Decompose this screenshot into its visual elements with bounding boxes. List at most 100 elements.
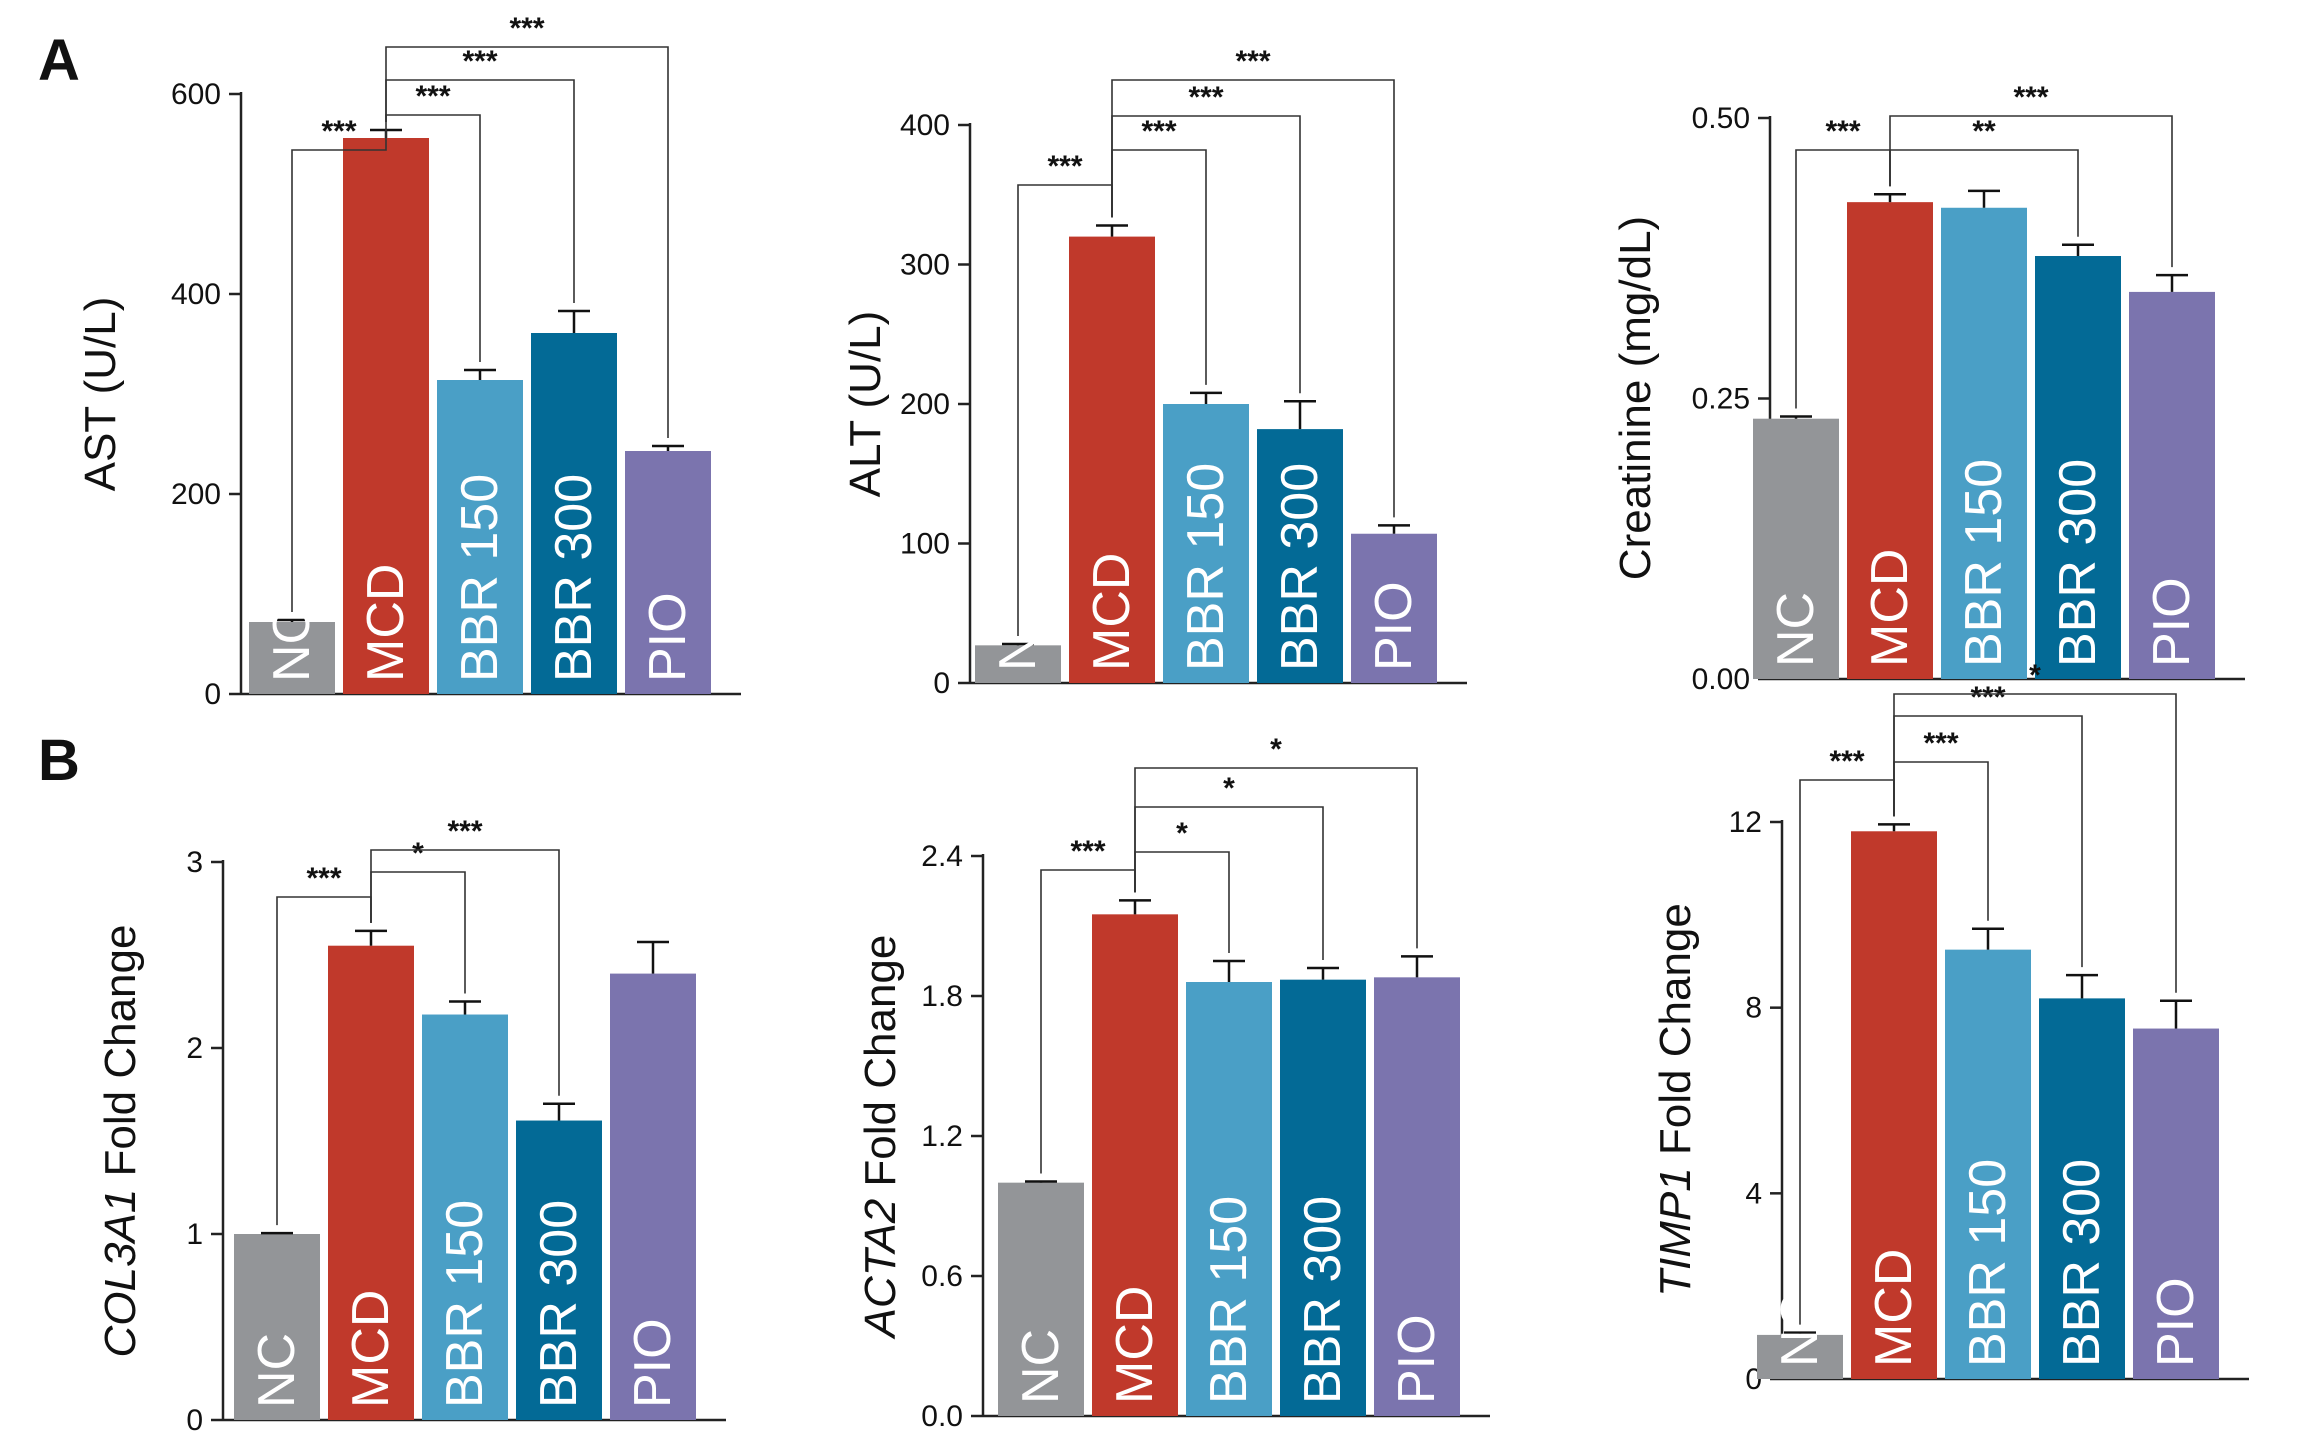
bar-label: MCD: [1106, 1286, 1164, 1404]
chart-5: 0.0 0.6 1.2 1.8 2.4 ACTA2 Fold Change NC MCD BBR…: [856, 733, 1490, 1433]
significance-bracket: [291, 122, 387, 612]
y-tick-label: 0: [933, 667, 950, 700]
significance-label: ***: [447, 815, 482, 848]
bar-label: BBR 300: [545, 474, 603, 682]
bar-label: BBR 300: [1294, 1196, 1352, 1404]
bar-mcd: [1847, 202, 1933, 679]
y-tick-label: 0: [204, 678, 221, 711]
significance-label: ***: [2013, 81, 2048, 114]
chart-4: 0 1 2 3 COL3A1 Fold Change NC MCD BBR 150 BBR 30…: [96, 815, 726, 1433]
y-tick-label: 12: [1729, 806, 1762, 839]
significance-label: ***: [1047, 150, 1082, 183]
y-axis-title: COL3A1 Fold Change: [96, 925, 145, 1358]
bar-bbr-150: [1941, 207, 2027, 679]
y-tick-label: 0.0: [921, 1400, 963, 1433]
bar-label: BBR 300: [2053, 1159, 2111, 1367]
y-tick-label: 200: [900, 388, 950, 421]
bar-bbr-300: [2039, 998, 2125, 1379]
y-tick-label: 1.8: [921, 980, 963, 1013]
bar-label: MCD: [357, 564, 415, 682]
significance-label: ***: [509, 12, 544, 45]
significance-label: **: [1972, 115, 1996, 148]
y-tick-label: 300: [900, 249, 950, 282]
bar-label: PIO: [639, 592, 697, 682]
y-tick-label: 100: [900, 528, 950, 561]
bar-mcd: [343, 138, 429, 694]
y-tick-label: 4: [1745, 1177, 1762, 1210]
y-tick-label: 200: [171, 478, 221, 511]
bar-bbr-300: [2035, 256, 2121, 679]
bar-pio: [2129, 291, 2215, 679]
bar-label: NC: [1767, 592, 1825, 667]
bar-label: PIO: [624, 1318, 682, 1408]
bar-bbr-300: [516, 1120, 602, 1420]
bar-bbr-150: [437, 380, 523, 694]
bar-pio: [610, 973, 696, 1420]
significance-bracket: [385, 46, 669, 438]
y-tick-label: 2: [186, 1032, 203, 1065]
significance-label: ***: [1829, 745, 1864, 778]
significance-label: ***: [415, 80, 450, 113]
significance-label: ***: [1070, 835, 1105, 868]
bar-label: PIO: [1365, 581, 1423, 671]
chart-1: 0 200 400 600 AST (U/L) NC MCD BBR 150 BBR 300 PI…: [76, 12, 741, 711]
bar-label: BBR 150: [1177, 463, 1235, 671]
significance-label: ***: [1825, 115, 1860, 148]
y-axis-title: ALT (U/L): [841, 311, 890, 498]
y-tick-label: 400: [900, 109, 950, 142]
significance-label: *: [1270, 733, 1282, 766]
y-axis-title: TIMP1 Fold Change: [1651, 903, 1700, 1297]
bar-label: PIO: [1388, 1314, 1446, 1404]
significance-bracket: [1111, 79, 1395, 518]
bar-mcd: [1851, 831, 1937, 1379]
bar-bbr-150: [1945, 949, 2031, 1379]
significance-label: *: [1176, 817, 1188, 850]
bar-bbr-300: [1257, 429, 1343, 683]
bar-nc: [1757, 1334, 1843, 1379]
bar-nc: [249, 622, 335, 694]
bar-label: PIO: [2143, 577, 2201, 667]
bar-bbr-150: [422, 1014, 508, 1420]
chart-3: 0.00 0.25 0.50 Creatinine (mg/dL) NC MCD BBR 1…: [1611, 81, 2245, 696]
significance-label: ***: [462, 45, 497, 78]
bar-pio: [625, 451, 711, 694]
bar-label: MCD: [1861, 549, 1919, 667]
y-tick-label: 0.25: [1692, 383, 1750, 416]
y-tick-label: 0.00: [1692, 663, 1750, 696]
bar-nc: [975, 645, 1061, 683]
y-tick-label: 3: [186, 846, 203, 879]
bar-label: BBR 150: [1959, 1159, 2017, 1367]
bar-pio: [1351, 533, 1437, 683]
significance-label: *: [1223, 772, 1235, 805]
significance-bracket: [1893, 693, 2177, 993]
bar-label: PIO: [2147, 1277, 2205, 1367]
bar-nc: [998, 1182, 1084, 1416]
bar-label: MCD: [1865, 1249, 1923, 1367]
panel-letter-a: A: [38, 28, 80, 93]
y-tick-label: 1.2: [921, 1120, 963, 1153]
bar-label: NC: [248, 1333, 306, 1408]
y-tick-label: 600: [171, 78, 221, 111]
bar-label: BBR 300: [2049, 459, 2107, 667]
bar-nc: [1753, 418, 1839, 679]
bar-label: BBR 150: [436, 1200, 494, 1408]
y-axis-title: ACTA2 Fold Change: [856, 935, 905, 1341]
bar-nc: [234, 1234, 320, 1420]
bar-label: BBR 300: [530, 1200, 588, 1408]
y-axis-title: Creatinine (mg/dL): [1611, 216, 1660, 580]
panel-letter-b: B: [38, 728, 80, 793]
bar-mcd: [328, 945, 414, 1420]
bar-mcd: [1092, 914, 1178, 1416]
bar-pio: [1374, 977, 1460, 1416]
y-tick-label: 0: [186, 1404, 203, 1433]
bar-bbr-300: [531, 333, 617, 694]
bar-label: NC: [263, 607, 321, 682]
bar-label: BBR 300: [1271, 463, 1329, 671]
significance-label: ***: [1141, 115, 1176, 148]
bar-bbr-300: [1280, 979, 1366, 1416]
y-axis-title: AST (U/L): [76, 297, 125, 492]
bar-label: NC: [1012, 1329, 1070, 1404]
